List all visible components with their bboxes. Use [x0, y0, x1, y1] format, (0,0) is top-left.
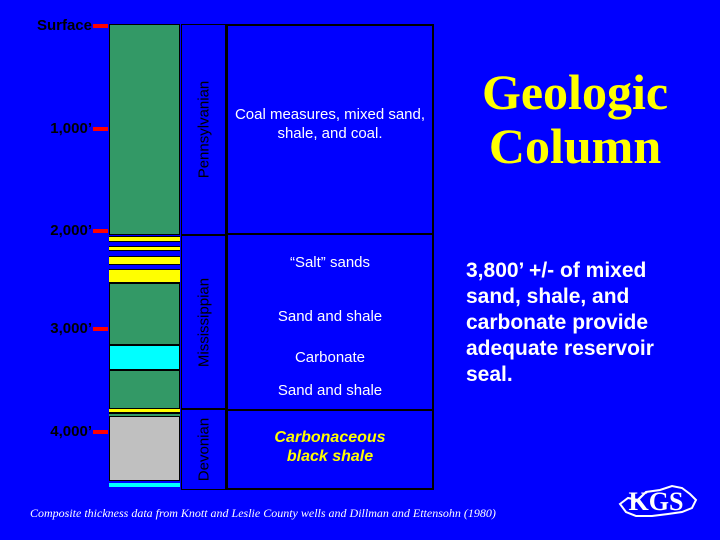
- era-box-devonian: Devonian: [181, 409, 226, 490]
- salt-sand-band-2: [109, 246, 180, 251]
- depth-tick-1000: [93, 127, 108, 131]
- depth-tick-4000: [93, 430, 108, 434]
- era-box-pennsylvanian: Pennsylvanian: [181, 24, 226, 235]
- desc-carbonate: Carbonate: [294, 349, 366, 366]
- sand-shale-band: [109, 414, 180, 416]
- era-label-mississippian: Mississippian: [195, 277, 213, 368]
- depth-tick-2000: [93, 229, 108, 233]
- era-box-mississippian: Mississippian: [181, 235, 226, 409]
- kentucky-outline-icon: KGS: [618, 484, 698, 517]
- depth-label-surface: Surface: [36, 17, 92, 34]
- sand-band-5: [109, 409, 180, 412]
- desc-sand-shale-1: Sand and shale: [277, 308, 383, 325]
- salt-sand-band-4: [109, 269, 180, 283]
- source-footer: Composite thickness data from Knott and …: [30, 506, 496, 520]
- description-box-pennsylvanian: [226, 24, 434, 235]
- description-box-mississippian: [226, 235, 434, 409]
- desc-sand-shale-2: Sand and shale: [277, 382, 383, 399]
- reservoir-seal-note: 3,800’ +/- of mixed sand, shale, and car…: [466, 259, 654, 386]
- era-label-devonian: Devonian: [195, 417, 213, 482]
- basal-carbonate-band: [109, 483, 180, 487]
- sand-shale-layer-2: [109, 370, 180, 409]
- depth-label-2000: 2,000’: [50, 222, 92, 239]
- desc-salt-sands: “Salt” sands: [289, 254, 371, 271]
- description-box-devonian: [226, 409, 434, 490]
- title-line-2: Column: [488, 118, 662, 174]
- depth-label-3000: 3,000’: [50, 320, 92, 337]
- depth-tick-3000: [93, 327, 108, 331]
- shale-band: [109, 412, 180, 414]
- kgs-logo: KGS: [616, 478, 700, 524]
- logo-text: KGS: [629, 487, 684, 516]
- depth-tick-surface: [93, 24, 108, 28]
- salt-sand-band-1: [109, 236, 180, 242]
- desc-black-shale: Carbonaceous black shale: [274, 429, 386, 465]
- carbonate-layer: [109, 345, 180, 370]
- depth-label-4000: 4,000’: [50, 423, 92, 440]
- black-shale-layer: [109, 416, 180, 481]
- sand-shale-layer-1: [109, 283, 180, 345]
- era-label-pennsylvanian: Pennsylvanian: [195, 80, 213, 179]
- title-line-1: Geologic: [481, 64, 669, 120]
- salt-sand-band-3: [109, 256, 180, 265]
- desc-coal-measures: Coal measures, mixed sand, shale, and co…: [234, 106, 426, 142]
- coal-measures-layer: [109, 24, 180, 235]
- depth-label-1000: 1,000’: [50, 120, 92, 137]
